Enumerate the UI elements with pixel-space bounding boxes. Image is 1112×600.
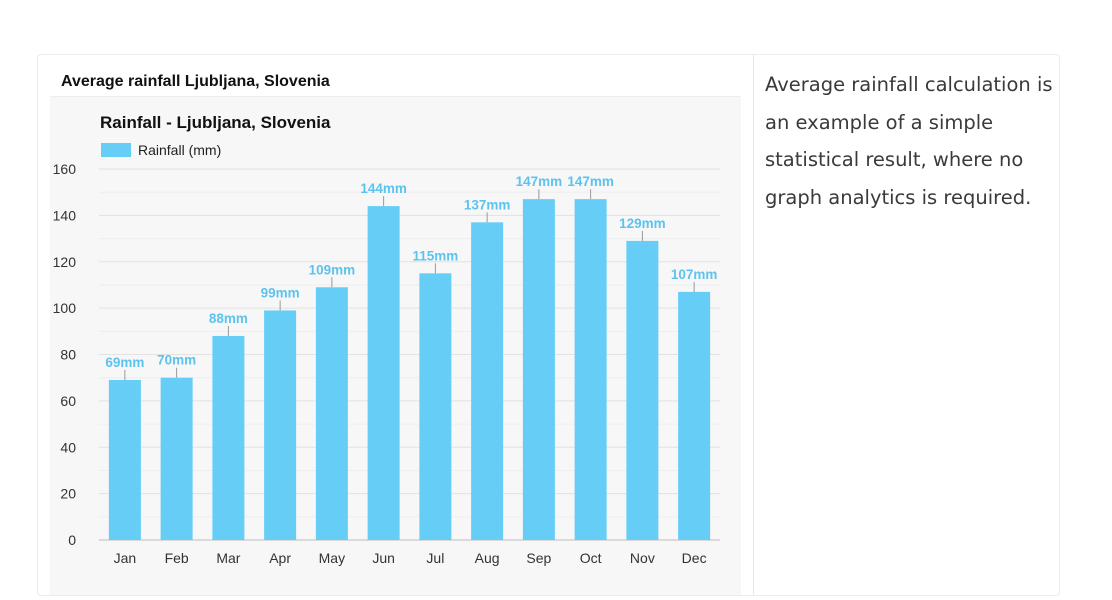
bar	[315, 287, 348, 540]
x-tick-label: Feb	[165, 550, 189, 566]
chart-area: 0 20 40 60 80 100 120 140 160 Rainfall - Ljubljan…	[50, 97, 741, 595]
title-divider	[50, 96, 741, 97]
data-label: 109mm	[309, 262, 356, 277]
chart-title: Rainfall - Ljubljana, Slovenia	[100, 113, 331, 132]
y-tick-label: 0	[68, 532, 76, 548]
x-tick-label: Nov	[630, 550, 655, 566]
data-label: 137mm	[464, 197, 511, 212]
data-label: 70mm	[157, 353, 196, 368]
data-label: 107mm	[671, 267, 718, 282]
bar	[264, 310, 297, 540]
x-tick-label: Jan	[114, 550, 137, 566]
data-label: 99mm	[261, 285, 300, 300]
y-tick-label: 120	[53, 254, 77, 270]
bar	[522, 199, 555, 541]
data-label: 69mm	[105, 355, 144, 370]
x-tick-label: Jul	[426, 550, 444, 566]
bar	[160, 377, 193, 540]
bar	[367, 206, 400, 540]
legend-swatch	[101, 143, 131, 157]
bar	[419, 273, 452, 540]
data-label: 115mm	[412, 248, 458, 263]
x-tick-label: Jun	[372, 550, 395, 566]
y-tick-label: 160	[53, 161, 77, 177]
bar	[212, 335, 245, 540]
x-tick-label: May	[319, 550, 345, 566]
data-label: 147mm	[567, 174, 614, 189]
data-label: 129mm	[619, 216, 666, 231]
bar	[626, 240, 659, 540]
rainfall-chart: 0 20 40 60 80 100 120 140 160 Rainfall - Ljubljan…	[53, 113, 720, 566]
x-tick-label: Oct	[580, 550, 602, 566]
x-tick-label: Aug	[475, 550, 500, 566]
legend-label: Rainfall (mm)	[138, 142, 221, 158]
y-tick-label: 100	[53, 300, 77, 316]
bar	[574, 199, 607, 541]
y-tick-label: 60	[60, 393, 76, 409]
data-label: 147mm	[516, 174, 563, 189]
y-tick-label: 140	[53, 207, 77, 223]
bar	[678, 291, 711, 540]
x-tick-label: Apr	[269, 550, 291, 566]
data-label: 88mm	[209, 311, 248, 326]
chart-card: Average rainfall Ljubljana, Slovenia 0 20…	[37, 54, 1060, 596]
y-tick-label: 20	[60, 486, 76, 502]
x-tick-label: Dec	[682, 550, 707, 566]
card-title: Average rainfall Ljubljana, Slovenia	[61, 73, 330, 90]
bar	[108, 380, 141, 540]
x-tick-label: Sep	[526, 550, 551, 566]
bar	[471, 222, 504, 541]
data-label: 144mm	[360, 181, 407, 196]
column-divider	[753, 55, 754, 595]
description-text: Average rainfall calculation is an examp…	[765, 73, 1053, 209]
y-tick-label: 40	[60, 439, 76, 455]
y-tick-label: 80	[60, 347, 76, 363]
x-tick-label: Mar	[216, 550, 240, 566]
